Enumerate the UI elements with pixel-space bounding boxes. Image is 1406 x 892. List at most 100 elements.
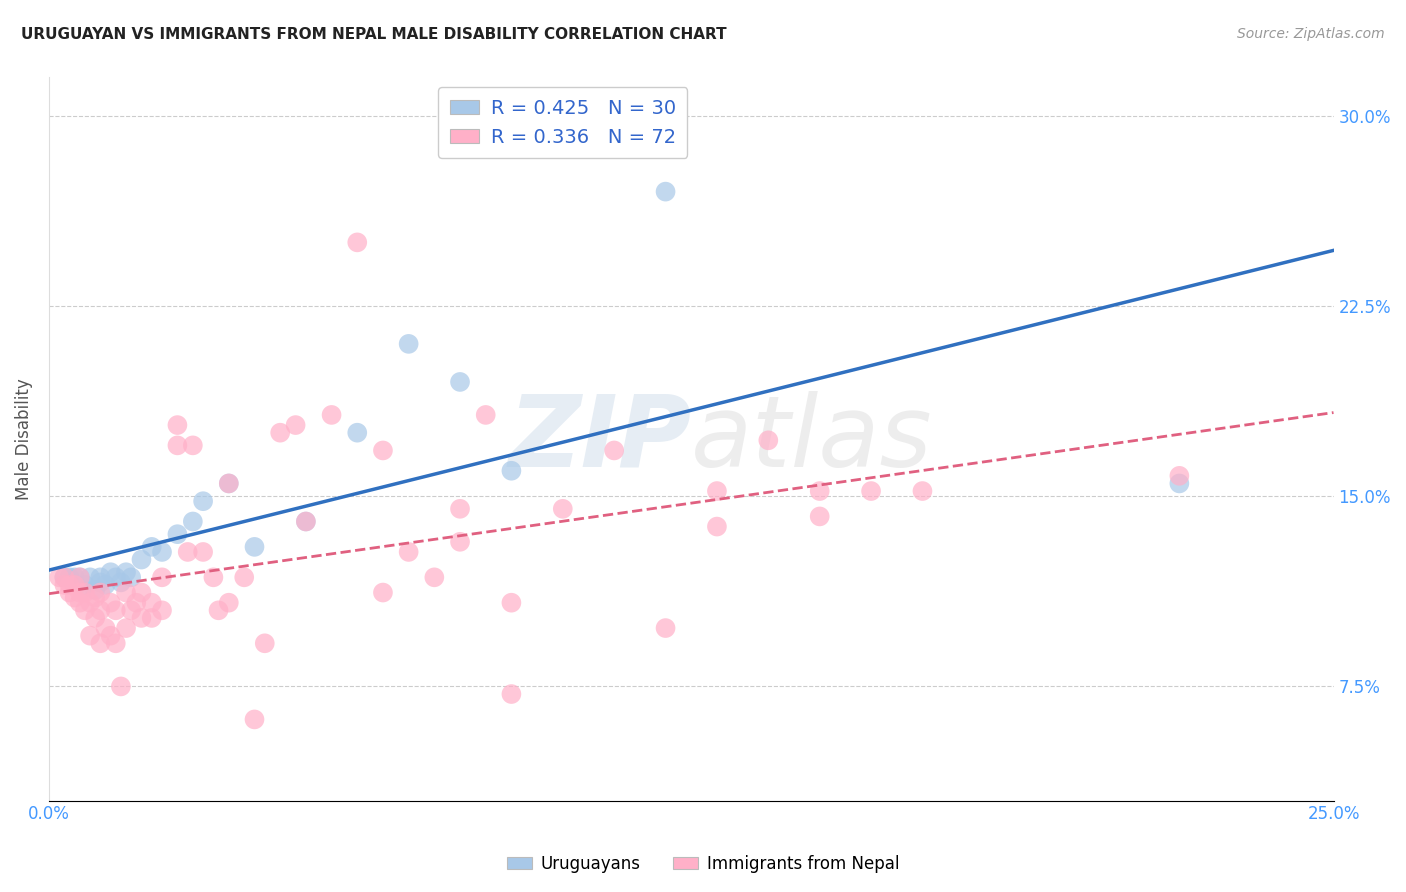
Point <box>177 545 200 559</box>
Point <box>131 611 153 625</box>
Point <box>58 570 80 584</box>
Point <box>166 527 188 541</box>
Point <box>120 570 142 584</box>
Point <box>141 540 163 554</box>
Text: URUGUAYAN VS IMMIGRANTS FROM NEPAL MALE DISABILITY CORRELATION CHART: URUGUAYAN VS IMMIGRANTS FROM NEPAL MALE … <box>21 27 727 42</box>
Point <box>166 418 188 433</box>
Point <box>207 603 229 617</box>
Legend: R = 0.425   N = 30, R = 0.336   N = 72: R = 0.425 N = 30, R = 0.336 N = 72 <box>439 87 688 158</box>
Point <box>150 570 173 584</box>
Point <box>243 713 266 727</box>
Y-axis label: Male Disability: Male Disability <box>15 378 32 500</box>
Text: Source: ZipAtlas.com: Source: ZipAtlas.com <box>1237 27 1385 41</box>
Point <box>295 515 318 529</box>
Point <box>120 603 142 617</box>
Point <box>63 570 86 584</box>
Point <box>69 585 91 599</box>
Point <box>284 418 307 433</box>
Point <box>53 570 76 584</box>
Point <box>73 578 96 592</box>
Point <box>94 578 117 592</box>
Point <box>501 596 523 610</box>
Point <box>1168 476 1191 491</box>
Point <box>218 476 240 491</box>
Point <box>79 570 101 584</box>
Point <box>321 408 343 422</box>
Text: atlas: atlas <box>692 391 932 488</box>
Point <box>58 585 80 599</box>
Point <box>191 494 214 508</box>
Point <box>104 636 127 650</box>
Point <box>89 603 111 617</box>
Point <box>89 575 111 590</box>
Point <box>79 629 101 643</box>
Point <box>63 591 86 605</box>
Point <box>115 585 138 599</box>
Point <box>756 434 779 448</box>
Point <box>603 443 626 458</box>
Point <box>911 484 934 499</box>
Point <box>654 185 676 199</box>
Point <box>69 570 91 584</box>
Point <box>808 484 831 499</box>
Point <box>808 509 831 524</box>
Point <box>110 680 132 694</box>
Point <box>181 515 204 529</box>
Point <box>89 570 111 584</box>
Point <box>89 585 111 599</box>
Point <box>295 515 318 529</box>
Point <box>94 621 117 635</box>
Point <box>131 585 153 599</box>
Point <box>371 443 394 458</box>
Point <box>84 591 107 605</box>
Point <box>398 337 420 351</box>
Point <box>501 464 523 478</box>
Point <box>474 408 496 422</box>
Point <box>100 596 122 610</box>
Point <box>141 611 163 625</box>
Point <box>150 603 173 617</box>
Point <box>706 519 728 533</box>
Point <box>79 596 101 610</box>
Point <box>84 611 107 625</box>
Point <box>218 596 240 610</box>
Point <box>269 425 291 440</box>
Point <box>104 570 127 584</box>
Point <box>166 438 188 452</box>
Point <box>63 578 86 592</box>
Text: ZIP: ZIP <box>508 391 692 488</box>
Point <box>346 235 368 250</box>
Point <box>371 585 394 599</box>
Point <box>706 484 728 499</box>
Point <box>69 570 91 584</box>
Point <box>110 575 132 590</box>
Point <box>104 603 127 617</box>
Point <box>73 585 96 599</box>
Point <box>449 534 471 549</box>
Point <box>243 540 266 554</box>
Point <box>150 545 173 559</box>
Point <box>449 375 471 389</box>
Point <box>100 629 122 643</box>
Legend: Uruguayans, Immigrants from Nepal: Uruguayans, Immigrants from Nepal <box>501 848 905 880</box>
Point <box>48 570 70 584</box>
Point <box>89 636 111 650</box>
Point <box>181 438 204 452</box>
Point <box>84 582 107 597</box>
Point <box>115 566 138 580</box>
Point <box>1168 468 1191 483</box>
Point <box>53 570 76 584</box>
Point <box>233 570 256 584</box>
Point <box>253 636 276 650</box>
Point <box>53 578 76 592</box>
Point <box>218 476 240 491</box>
Point <box>551 501 574 516</box>
Point <box>423 570 446 584</box>
Point <box>346 425 368 440</box>
Point <box>58 578 80 592</box>
Point <box>860 484 883 499</box>
Point <box>73 603 96 617</box>
Point <box>501 687 523 701</box>
Point <box>125 596 148 610</box>
Point <box>100 566 122 580</box>
